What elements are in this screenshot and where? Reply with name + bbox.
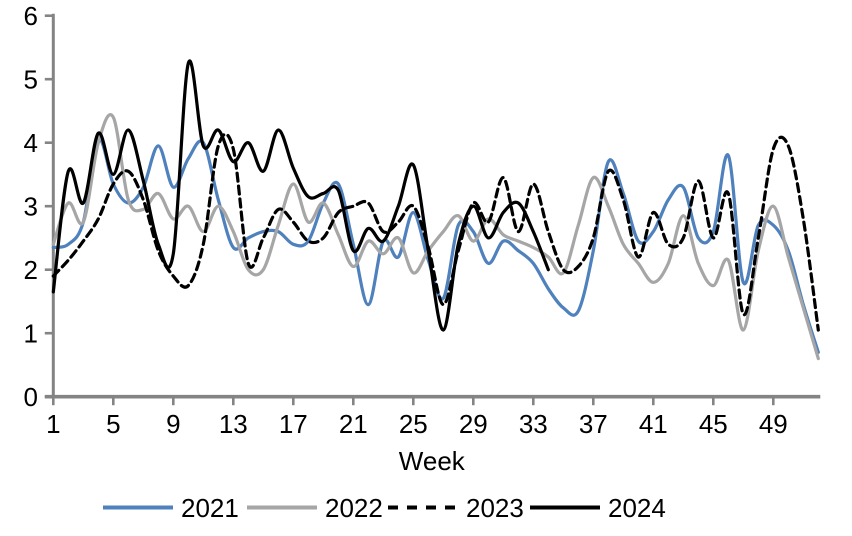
- x-tick-label: 49: [759, 409, 788, 439]
- series-line-2023: [51, 132, 820, 332]
- legend-label-2023: 2023: [466, 493, 524, 523]
- legend-label-2021: 2021: [181, 493, 239, 523]
- x-tick-label: 37: [579, 409, 608, 439]
- x-tick-label: 29: [459, 409, 488, 439]
- y-tick-label: 4: [24, 128, 38, 158]
- x-tick-label: 33: [519, 409, 548, 439]
- x-tick-label: 21: [339, 409, 368, 439]
- x-axis-title: Week: [399, 446, 466, 476]
- series-line-2022: [51, 113, 820, 361]
- x-tick-label: 9: [166, 409, 180, 439]
- x-tick-label: 5: [106, 409, 120, 439]
- y-tick-label: 0: [24, 382, 38, 412]
- legend-label-2024: 2024: [608, 493, 666, 523]
- series-line-2024: [51, 59, 550, 332]
- legend-label-2022: 2022: [325, 493, 383, 523]
- y-tick-label: 5: [24, 65, 38, 95]
- series-line-2021: [51, 137, 820, 354]
- y-tick-label: 2: [24, 255, 38, 285]
- x-tick-label: 17: [279, 409, 308, 439]
- x-tick-label: 13: [219, 409, 248, 439]
- y-tick-label: 1: [24, 319, 38, 349]
- y-tick-label: 3: [24, 192, 38, 222]
- x-tick-label: 45: [699, 409, 728, 439]
- y-tick-label: 6: [24, 1, 38, 31]
- x-tick-label: 41: [639, 409, 668, 439]
- x-tick-label: 25: [399, 409, 428, 439]
- x-tick-label: 1: [46, 409, 60, 439]
